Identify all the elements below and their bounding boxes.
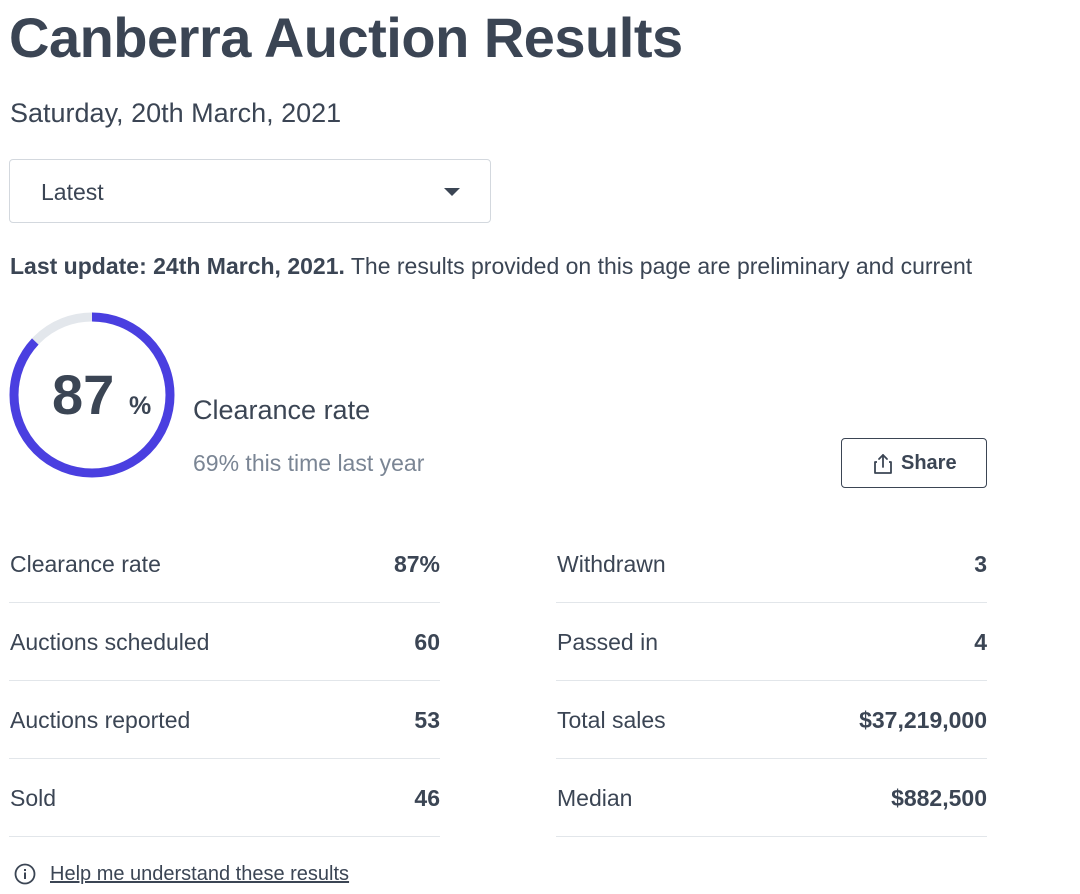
gauge-value: 87 (52, 363, 115, 426)
stat-row: Withdrawn 3 (556, 525, 987, 603)
stat-row: Clearance rate 87% (9, 525, 440, 603)
share-label: Share (901, 452, 957, 474)
stat-label: Withdrawn (557, 551, 666, 577)
share-button[interactable]: Share (841, 438, 987, 488)
stat-label: Total sales (557, 707, 666, 733)
help-link[interactable]: Help me understand these results (50, 863, 350, 885)
gauge-progress (9, 312, 175, 478)
update-notice: Last update: 24th March, 2021. The resul… (10, 252, 972, 280)
stat-row: Median $882,500 (556, 759, 987, 837)
stat-value: $37,219,000 (859, 707, 987, 733)
stat-value: 60 (414, 629, 440, 655)
stat-value: 4 (974, 629, 987, 655)
stat-value: 87% (393, 551, 440, 577)
stat-row: Sold 46 (9, 759, 440, 837)
clearance-rate-label: Clearance rate (193, 395, 371, 425)
stat-label: Median (557, 785, 633, 811)
auction-date: Saturday, 20th March, 2021 (10, 98, 342, 128)
stat-value: 46 (414, 785, 440, 811)
clearance-gauge: 87 % (8, 311, 176, 479)
stat-label: Sold (10, 785, 57, 811)
gauge-percent-sign: % (129, 392, 152, 420)
info-icon (14, 863, 36, 890)
stat-value: 3 (974, 551, 987, 577)
stat-row: Passed in 4 (556, 603, 987, 681)
update-label: Last update: 24th March, 2021. (10, 253, 345, 279)
stat-label: Clearance rate (10, 551, 161, 577)
caret-down-icon (444, 188, 460, 196)
share-icon (872, 453, 894, 480)
clearance-ring (9, 312, 175, 478)
stat-value: 53 (414, 707, 440, 733)
stat-row: Auctions reported 53 (9, 681, 440, 759)
page-title: Canberra Auction Results (9, 6, 683, 69)
period-select[interactable]: Latest (9, 159, 491, 223)
period-select-value: Latest (41, 179, 104, 205)
stat-row: Auctions scheduled 60 (9, 603, 440, 681)
stat-value: $882,500 (891, 785, 987, 811)
stats-left: Clearance rate 87% Auctions scheduled 60… (9, 525, 440, 837)
stat-row: Total sales $37,219,000 (556, 681, 987, 759)
stat-label: Auctions reported (10, 707, 191, 733)
stat-label: Passed in (557, 629, 659, 655)
stat-label: Auctions scheduled (10, 629, 210, 655)
update-text: The results provided on this page are pr… (344, 253, 973, 279)
clearance-last-year: 69% this time last year (193, 450, 425, 476)
stats-right: Withdrawn 3 Passed in 4 Total sales $37,… (556, 525, 987, 837)
